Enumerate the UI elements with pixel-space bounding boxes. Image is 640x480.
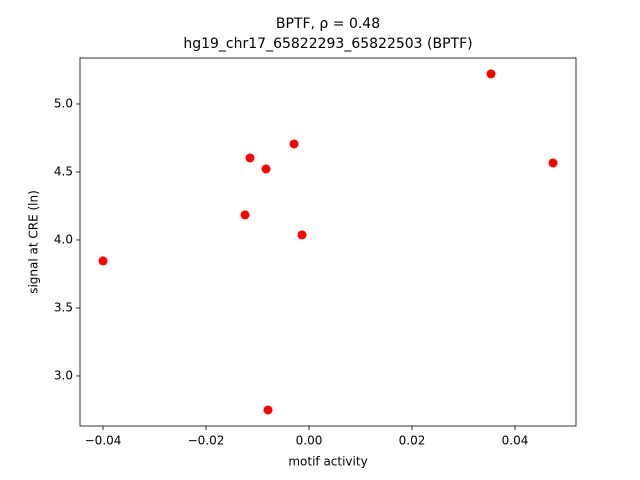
x-tick-label: 0.02 xyxy=(399,434,426,448)
x-tick-label: −0.04 xyxy=(85,434,122,448)
point xyxy=(486,69,496,79)
y-tick-label: 4.5 xyxy=(54,164,73,178)
x-tick-label: 0.04 xyxy=(502,434,529,448)
point xyxy=(297,230,307,240)
y-tick-label: 3.0 xyxy=(54,368,73,382)
point xyxy=(240,210,250,220)
x-axis-label: motif activity xyxy=(288,455,367,469)
y-tick-label: 4.0 xyxy=(54,232,73,246)
plot-frame xyxy=(79,57,577,427)
point xyxy=(261,164,271,174)
x-tick-label: 0.00 xyxy=(296,434,323,448)
chart-subtitle: hg19_chr17_65822293_65822503 (BPTF) xyxy=(183,36,472,52)
point xyxy=(245,153,255,163)
y-tick-label: 3.5 xyxy=(54,300,73,314)
y-tick-label: 5.0 xyxy=(54,96,73,110)
y-axis-label: signal at CRE (ln) xyxy=(27,190,41,294)
point xyxy=(548,158,558,168)
point xyxy=(98,256,108,266)
x-tick-label: −0.02 xyxy=(188,434,225,448)
chart-title: BPTF, ρ = 0.48 xyxy=(276,16,380,32)
point xyxy=(289,139,299,149)
point xyxy=(263,405,273,415)
